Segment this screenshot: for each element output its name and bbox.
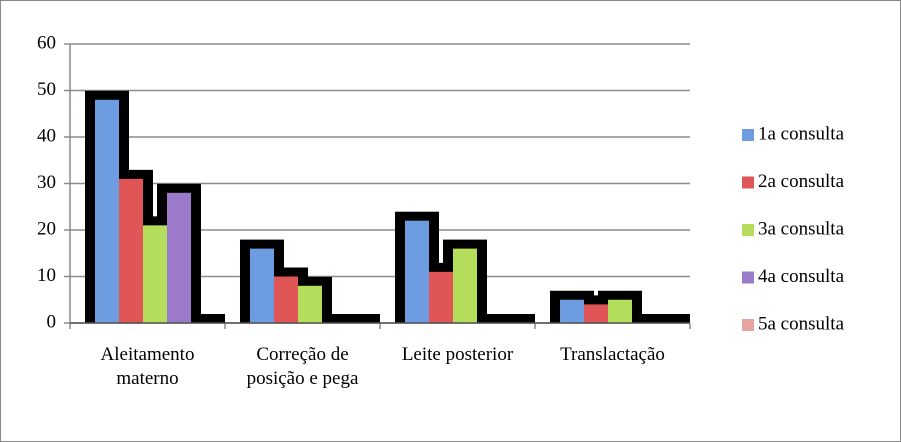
bar	[405, 220, 429, 323]
bar-shadow	[312, 314, 356, 323]
y-tick-label: 10	[37, 265, 56, 286]
x-tick-label: Aleitamento materno	[100, 344, 195, 389]
bar	[167, 192, 191, 323]
legend-swatch	[742, 129, 754, 141]
legend-label: 2a consulta	[758, 171, 845, 192]
legend-swatch	[742, 176, 754, 189]
bar	[560, 299, 584, 323]
legend-label: 4a consulta	[758, 266, 845, 287]
y-tick-label: 30	[37, 172, 56, 193]
bar	[429, 271, 453, 323]
bar-shadow	[622, 314, 666, 323]
bar	[95, 99, 119, 323]
bar	[143, 225, 167, 323]
x-tick-label: Correção de posição e pega	[246, 344, 359, 389]
bar-shadow	[646, 314, 690, 323]
x-tick-label: Leite posterior	[401, 344, 514, 365]
y-tick-label: 60	[37, 32, 56, 53]
bar-shadow	[336, 314, 380, 323]
y-tick-label: 20	[37, 218, 56, 239]
y-tick-label: 40	[37, 125, 56, 146]
legend-label: 3a consulta	[758, 218, 845, 239]
bar	[119, 178, 143, 323]
bar	[584, 304, 608, 323]
bar	[250, 248, 274, 323]
bar-shadow	[467, 314, 511, 323]
legend-label: 5a consulta	[758, 313, 845, 334]
legend-swatch	[742, 224, 754, 236]
bar	[608, 299, 632, 323]
x-tick-label: Translactação	[560, 344, 665, 365]
bar	[274, 276, 298, 323]
bar	[298, 285, 322, 323]
bar	[453, 248, 477, 323]
bar-shadow	[491, 314, 535, 323]
y-tick-label: 50	[37, 79, 56, 100]
legend-label: 1a consulta	[758, 123, 845, 144]
legend-swatch	[742, 319, 754, 331]
y-tick-label: 0	[47, 311, 57, 332]
legend-swatch	[742, 271, 754, 284]
bar-shadow	[181, 314, 225, 323]
